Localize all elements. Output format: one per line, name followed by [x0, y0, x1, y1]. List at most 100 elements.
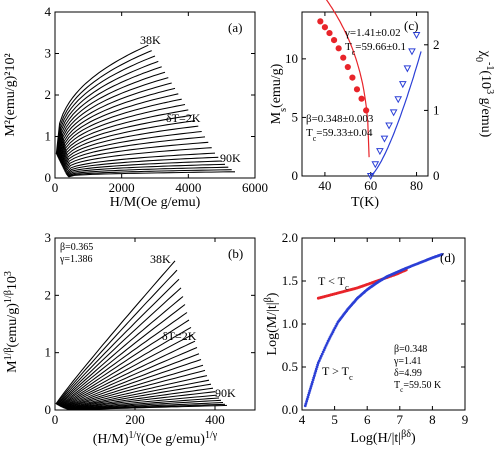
above-tc-point: [311, 380, 314, 384]
above-tc-point: [314, 367, 318, 371]
y-right-tick-label: 2: [433, 37, 440, 52]
above-tc-point: [308, 389, 312, 392]
above-tc-point: [313, 374, 316, 377]
above-tc-point: [324, 344, 328, 347]
curve-90K: [71, 404, 228, 411]
curve-88K: [67, 169, 232, 177]
above-tc-point: [315, 365, 319, 369]
curve-52K: [59, 82, 172, 161]
chi-point: [376, 148, 384, 156]
panel-label: (a): [228, 20, 242, 35]
chi-point: [380, 135, 389, 143]
curve-52K: [59, 319, 190, 407]
above-tc-point: [320, 352, 324, 356]
chi-point: [403, 65, 412, 73]
panel-label: (b): [228, 246, 243, 261]
x-axis-label: H/M(Oe g/emu): [110, 195, 201, 210]
curve-74K: [66, 383, 212, 410]
above-tc-point: [318, 357, 322, 360]
x-tick-label: 9: [462, 412, 469, 427]
chi-point: [389, 109, 398, 117]
x-tick-label: 200: [125, 412, 145, 427]
curve-70K: [65, 375, 208, 410]
curve-68K: [64, 369, 206, 409]
curve-90K: [68, 171, 235, 178]
annotation-dT: δT=2K: [162, 329, 197, 343]
curve-56K: [60, 333, 194, 408]
y-tick-label: 0: [45, 402, 52, 417]
curve-80K: [65, 156, 219, 175]
curve-60K: [60, 103, 186, 165]
curve-54K: [59, 87, 176, 163]
chi-point: [408, 48, 416, 56]
annotation-gamma: γ=1.386: [59, 254, 93, 265]
above-tc-point: [440, 252, 444, 256]
x-tick-label: 5: [331, 412, 338, 427]
x-tick-label: 0: [52, 180, 59, 195]
above-tc-point: [303, 404, 307, 408]
panel-label: (d): [440, 250, 455, 265]
ms-point: [321, 24, 329, 31]
curve-46K: [57, 296, 184, 406]
curve-62K: [61, 109, 189, 166]
above-tc-point: [323, 346, 327, 349]
above-tc-point: [307, 393, 310, 397]
curve-66K: [64, 364, 204, 409]
y-tick-label: 0.5: [282, 359, 298, 374]
ms-point: [353, 86, 361, 93]
curve-72K: [63, 136, 206, 171]
above-tc-point: [306, 395, 310, 399]
above-tc-point: [305, 400, 308, 403]
chi-point: [394, 96, 403, 104]
annotation-90K: 90K: [220, 151, 241, 165]
x-tick-label: 400: [205, 412, 225, 427]
curve-42K: [56, 278, 180, 406]
above-tc-point: [312, 376, 316, 380]
y-axis-label: M1/β(emu/g)1/β103: [3, 271, 21, 373]
plot-frame: [54, 237, 256, 411]
annotation-beta: β=0.348: [394, 344, 427, 355]
above-tc-point: [311, 378, 315, 382]
annotation-gamma: γ=1.41: [393, 356, 422, 367]
y-tick-label: 0.0: [282, 402, 298, 417]
curve-72K: [65, 379, 210, 410]
above-tc-point: [310, 382, 314, 386]
curve-82K: [66, 160, 222, 176]
curve-50K: [58, 77, 169, 160]
y-tick-label: 1: [45, 129, 52, 144]
above-tc-point: [317, 359, 321, 362]
annotation-delta: δ=4.99: [394, 368, 422, 379]
above-tc-point: [309, 387, 312, 390]
y-axis-label: Ms(emu/g): [269, 63, 289, 124]
curve-50K: [59, 312, 188, 407]
annotation-beta: β=0.365: [60, 242, 93, 253]
y-axis-label: Log(M/|t|β): [263, 292, 281, 355]
curve-58K: [60, 98, 182, 164]
curve-60K: [62, 347, 198, 408]
above-tc-point: [314, 369, 318, 373]
x-tick-label: 6: [364, 412, 371, 427]
y-tick-label: 5: [292, 109, 299, 124]
x-tick-label: 40: [318, 178, 331, 193]
annotation-tc: Tc=59.50 K: [394, 380, 442, 394]
ms-point: [344, 63, 351, 71]
x-tick-label: 7: [397, 412, 404, 427]
chi-point: [371, 161, 380, 169]
annotation-38K: 38K: [140, 33, 161, 47]
above-tc-point: [321, 350, 325, 354]
chi-point: [398, 81, 407, 89]
above-tc-point: [319, 354, 323, 358]
curve-76K: [64, 147, 212, 173]
curve-68K: [62, 125, 199, 169]
curve-64K: [61, 114, 192, 167]
y-tick-label: 3: [45, 230, 52, 245]
panel-a: 0 2000 4000 6000 0 1 2 3 4 (a) 38K δT=2K 90K H/M(Oe g…: [3, 4, 268, 210]
y-axis-label: M²(emu/g)²10²: [3, 53, 18, 136]
chi-point: [412, 31, 421, 40]
y-tick-label: 1.0: [282, 316, 298, 331]
x-tick-label: 4000: [175, 180, 201, 195]
y-right-tick-label: 1: [433, 102, 440, 117]
curve-84K: [69, 399, 222, 411]
